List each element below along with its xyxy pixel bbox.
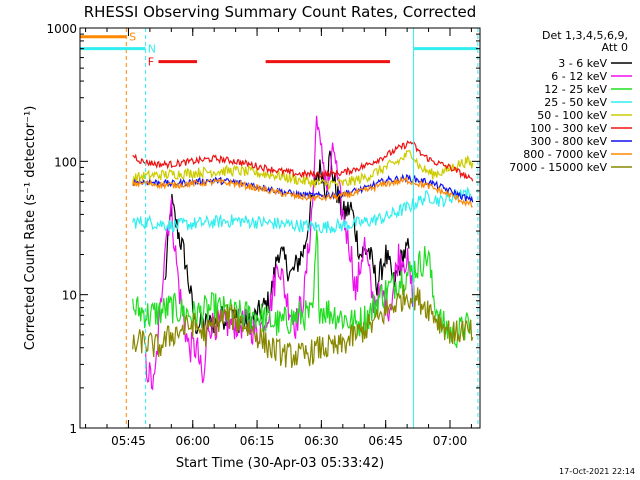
x-tick-label: 05:45 bbox=[111, 434, 146, 448]
y-tick-label: 100 bbox=[54, 155, 77, 169]
plot-frame bbox=[79, 27, 481, 429]
flag-f-label: F bbox=[148, 56, 154, 69]
x-tick-label: 06:00 bbox=[175, 434, 210, 448]
flag-n-label: N bbox=[148, 43, 156, 56]
y-axis-label: Corrected Count Rate (s⁻¹ detector⁻¹) bbox=[23, 106, 38, 351]
chart-title: RHESSI Observing Summary Count Rates, Co… bbox=[84, 3, 477, 21]
series-layer bbox=[132, 115, 474, 391]
legend-header-1: Det 1,3,4,5,6,9, bbox=[542, 29, 628, 42]
legend-label-3: 12 - 25 keV bbox=[544, 83, 607, 96]
series-line-5 bbox=[132, 149, 474, 191]
x-tick-label: 06:15 bbox=[240, 434, 275, 448]
y-tick-label: 10 bbox=[62, 289, 77, 303]
series-line-1 bbox=[164, 150, 410, 335]
x-axis-label: Start Time (30-Apr-03 05:33:42) bbox=[176, 456, 384, 471]
flag-s-label: S bbox=[129, 31, 136, 44]
series-line-6 bbox=[132, 140, 474, 182]
y-tick-label: 1000 bbox=[46, 22, 77, 36]
y-tick-label: 1 bbox=[69, 422, 77, 436]
legend-label-8: 800 - 7000 keV bbox=[523, 148, 607, 161]
x-tick-label: 06:30 bbox=[304, 434, 339, 448]
footer-date: 17-Oct-2021 22:14 bbox=[559, 467, 635, 476]
ticks-layer: 05:45 06:00 06:15 06:30 06:45 07:00 1 10 100 1000 bbox=[46, 22, 480, 448]
legend-header-2: Att 0 bbox=[602, 41, 628, 54]
x-tick-label: 07:00 bbox=[433, 434, 468, 448]
x-tick-label: 06:45 bbox=[368, 434, 403, 448]
legend-label-2: 6 - 12 keV bbox=[551, 70, 607, 83]
flags-layer: SNF bbox=[80, 28, 479, 428]
legend-label-5: 50 - 100 keV bbox=[537, 109, 607, 122]
legend-label-4: 25 - 50 keV bbox=[544, 96, 607, 109]
series-line-3 bbox=[132, 229, 472, 349]
series-line-2 bbox=[145, 115, 414, 391]
series-line-8 bbox=[132, 176, 473, 208]
series-line-4 bbox=[132, 186, 472, 234]
legend-label-1: 3 - 6 keV bbox=[558, 57, 607, 70]
legend-label-7: 300 - 800 keV bbox=[530, 135, 607, 148]
legend-label-9: 7000 - 15000 keV bbox=[509, 161, 607, 174]
series-line-9 bbox=[132, 284, 474, 368]
legend-label-6: 100 - 300 keV bbox=[530, 122, 607, 135]
